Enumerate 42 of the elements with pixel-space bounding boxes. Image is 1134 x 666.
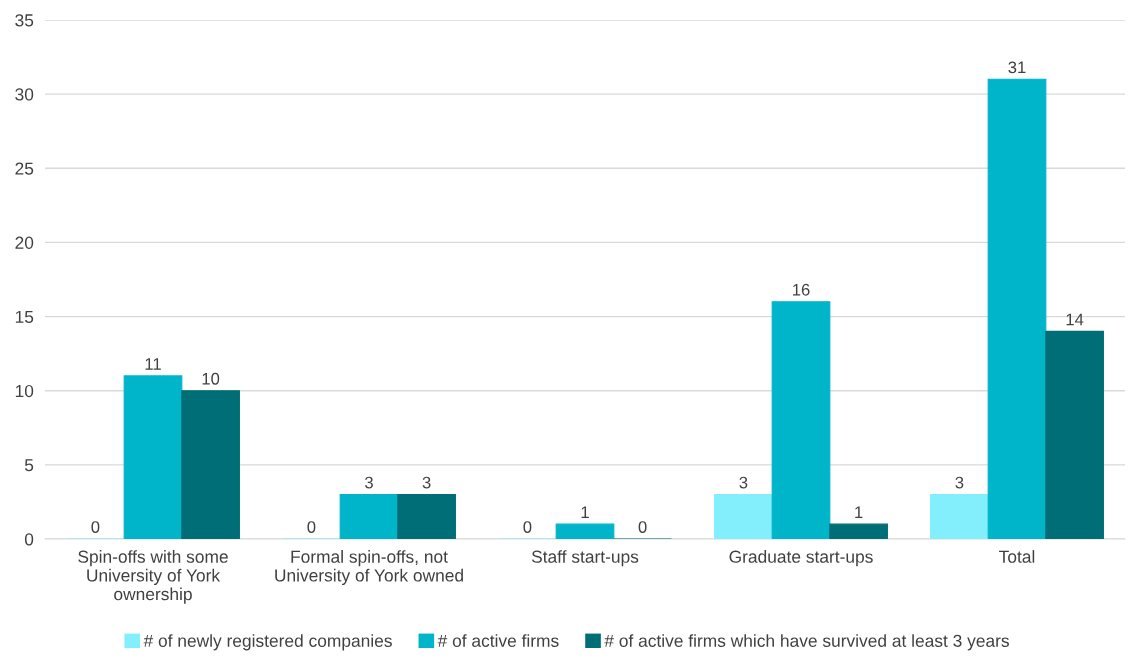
legend-label: # of newly registered companies <box>143 634 392 651</box>
data-label: 11 <box>145 358 161 370</box>
bar <box>930 493 989 539</box>
bar <box>829 523 888 539</box>
bar <box>555 523 615 539</box>
data-label: 16 <box>793 283 810 296</box>
y-tick-label: 25 <box>15 162 34 175</box>
data-label: 0 <box>307 521 316 533</box>
bar <box>714 493 773 539</box>
data-label: 0 <box>523 521 532 533</box>
data-label: 14 <box>1066 313 1084 326</box>
legend-label: # of active firms which have survived at least 3 years <box>604 634 1009 651</box>
bar <box>771 301 831 539</box>
x-tick-label: Spin-offs with some University of York ownership <box>78 550 228 604</box>
y-tick-label: 0 <box>24 533 34 546</box>
data-label: 0 <box>638 521 647 533</box>
x-tick-label: Staff start-ups <box>531 550 639 567</box>
bar <box>339 493 399 539</box>
data-label: 3 <box>422 476 431 489</box>
bar <box>397 493 456 539</box>
y-tick-label: 35 <box>15 14 34 27</box>
y-tick-label: 5 <box>24 459 34 472</box>
y-tick-label: 10 <box>15 384 34 398</box>
y-tick-label: 20 <box>15 236 34 249</box>
bar <box>181 390 240 539</box>
y-tick-label: 30 <box>15 88 34 101</box>
legend-label: # of active firms <box>437 634 559 647</box>
data-label: 3 <box>955 476 964 489</box>
data-label: 10 <box>202 372 220 385</box>
data-label: 3 <box>365 476 373 489</box>
data-label: 1 <box>581 506 589 518</box>
data-label: 3 <box>739 476 748 489</box>
data-label: 0 <box>91 521 100 533</box>
bar <box>1045 330 1104 539</box>
y-tick-label: 15 <box>15 310 34 324</box>
x-tick-label: Formal spin-offs, not University of York owned <box>275 550 463 585</box>
x-tick-label: Total <box>999 550 1035 563</box>
data-label: 31 <box>1008 61 1026 74</box>
x-tick-label: Graduate start-ups <box>729 550 873 567</box>
bar <box>123 375 183 539</box>
data-label: 1 <box>855 506 863 518</box>
bar <box>987 78 1047 539</box>
